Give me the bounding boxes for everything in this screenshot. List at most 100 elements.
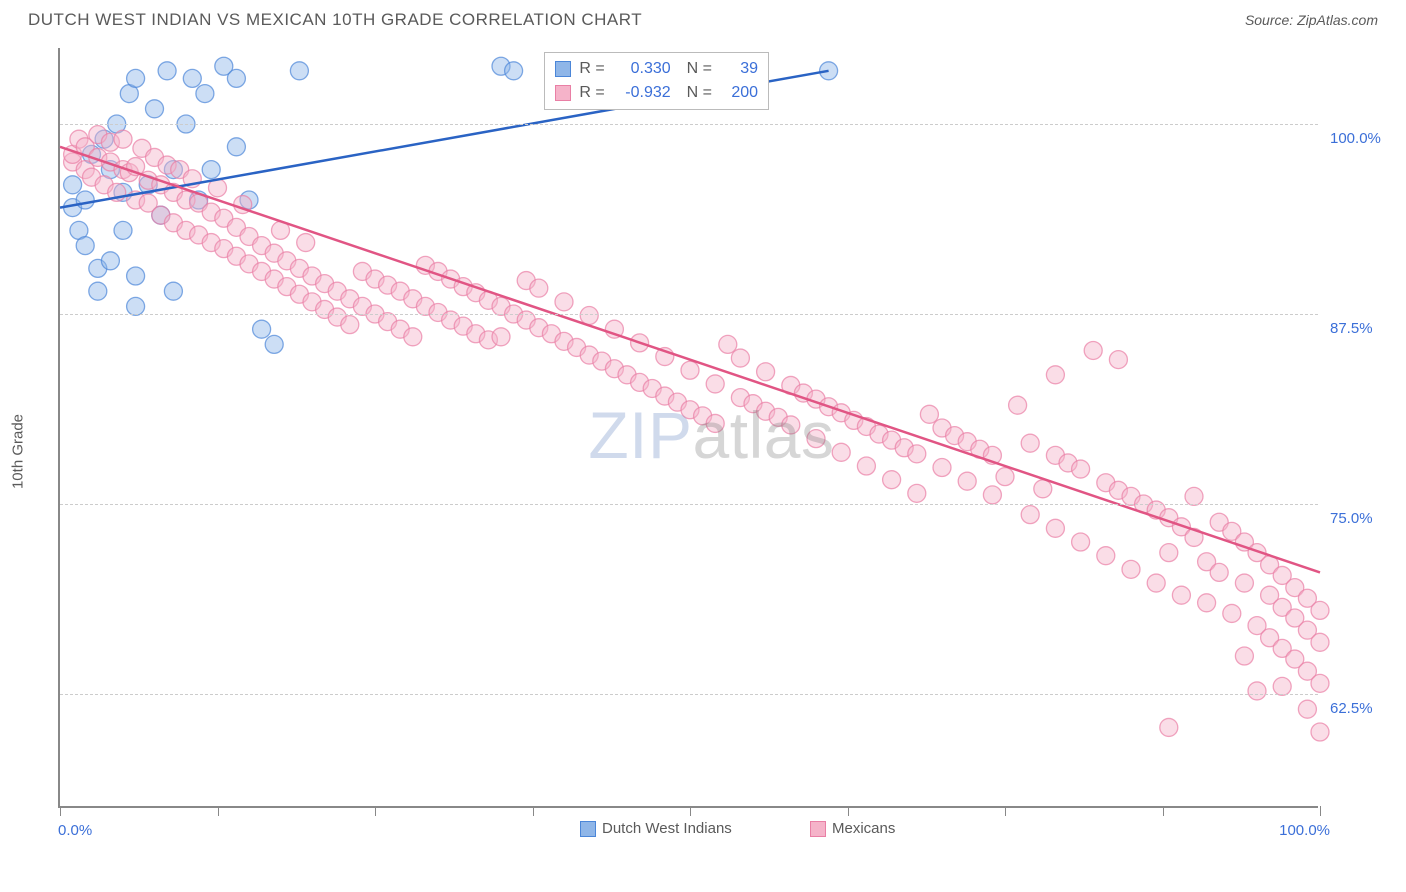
legend-swatch bbox=[555, 61, 571, 77]
data-point bbox=[757, 363, 775, 381]
data-point bbox=[341, 316, 359, 334]
data-point bbox=[1046, 519, 1064, 537]
gridline-h bbox=[60, 314, 1318, 315]
data-point bbox=[958, 472, 976, 490]
legend-series-item: Mexicans bbox=[810, 820, 895, 837]
data-point bbox=[227, 69, 245, 87]
x-tick bbox=[1163, 806, 1164, 816]
correlation-legend-box: R =0.330N =39R =-0.932N =200 bbox=[544, 52, 769, 110]
data-point bbox=[101, 252, 119, 270]
data-point bbox=[76, 237, 94, 255]
data-point bbox=[89, 282, 107, 300]
data-point bbox=[530, 279, 548, 297]
data-point bbox=[158, 62, 176, 80]
data-point bbox=[196, 85, 214, 103]
data-point bbox=[146, 100, 164, 118]
data-point bbox=[1072, 533, 1090, 551]
y-tick-label: 75.0% bbox=[1330, 510, 1373, 527]
legend-series-label: Mexicans bbox=[832, 820, 895, 837]
data-point bbox=[555, 293, 573, 311]
data-point bbox=[706, 375, 724, 393]
scatter-svg bbox=[60, 48, 1318, 806]
x-tick bbox=[1005, 806, 1006, 816]
data-point bbox=[731, 349, 749, 367]
data-point bbox=[1009, 396, 1027, 414]
data-point bbox=[706, 414, 724, 432]
n-value: 200 bbox=[720, 81, 758, 105]
data-point bbox=[127, 69, 145, 87]
legend-swatch bbox=[810, 821, 826, 837]
x-tick bbox=[218, 806, 219, 816]
data-point bbox=[782, 416, 800, 434]
data-point bbox=[1311, 674, 1329, 692]
r-value: -0.932 bbox=[613, 81, 671, 105]
n-label: N = bbox=[687, 81, 712, 105]
data-point bbox=[1210, 563, 1228, 581]
data-point bbox=[164, 282, 182, 300]
data-point bbox=[64, 176, 82, 194]
data-point bbox=[832, 443, 850, 461]
plot-area: ZIPatlas R =0.330N =39R =-0.932N =200 62… bbox=[58, 48, 1318, 808]
data-point bbox=[1160, 718, 1178, 736]
data-point bbox=[253, 320, 271, 338]
data-point bbox=[1311, 633, 1329, 651]
data-point bbox=[76, 191, 94, 209]
chart-container: 10th Grade ZIPatlas R =0.330N =39R =-0.9… bbox=[28, 48, 1378, 838]
x-tick bbox=[60, 806, 61, 816]
data-point bbox=[127, 297, 145, 315]
data-point bbox=[1034, 480, 1052, 498]
source-label: Source: ZipAtlas.com bbox=[1245, 12, 1378, 28]
y-tick-label: 62.5% bbox=[1330, 700, 1373, 717]
x-tick bbox=[848, 806, 849, 816]
data-point bbox=[1185, 487, 1203, 505]
data-point bbox=[933, 459, 951, 477]
x-tick-label: 100.0% bbox=[1270, 822, 1330, 839]
data-point bbox=[580, 307, 598, 325]
legend-series-item: Dutch West Indians bbox=[580, 820, 732, 837]
data-point bbox=[807, 430, 825, 448]
data-point bbox=[908, 484, 926, 502]
data-point bbox=[1198, 594, 1216, 612]
data-point bbox=[1311, 601, 1329, 619]
data-point bbox=[290, 62, 308, 80]
legend-swatch bbox=[580, 821, 596, 837]
legend-correlation-row: R = -0.932 N = 200 bbox=[555, 81, 758, 105]
data-point bbox=[996, 468, 1014, 486]
r-value: 0.330 bbox=[613, 57, 671, 81]
data-point bbox=[1097, 547, 1115, 565]
y-axis-label: 10th Grade bbox=[10, 414, 27, 489]
y-tick-label: 100.0% bbox=[1330, 130, 1381, 147]
data-point bbox=[857, 457, 875, 475]
data-point bbox=[492, 328, 510, 346]
data-point bbox=[1223, 604, 1241, 622]
legend-correlation-row: R =0.330N =39 bbox=[555, 57, 758, 81]
r-label: R = bbox=[579, 81, 604, 105]
data-point bbox=[114, 130, 132, 148]
gridline-h bbox=[60, 694, 1318, 695]
data-point bbox=[983, 486, 1001, 504]
data-point bbox=[1273, 677, 1291, 695]
data-point bbox=[1109, 351, 1127, 369]
data-point bbox=[265, 335, 283, 353]
data-point bbox=[1084, 341, 1102, 359]
data-point bbox=[1160, 544, 1178, 562]
n-label: N = bbox=[687, 57, 712, 81]
data-point bbox=[883, 471, 901, 489]
data-point bbox=[1298, 700, 1316, 718]
data-point bbox=[505, 62, 523, 80]
legend-swatch bbox=[555, 85, 571, 101]
y-tick-label: 87.5% bbox=[1330, 320, 1373, 337]
data-point bbox=[183, 69, 201, 87]
data-point bbox=[1172, 586, 1190, 604]
x-tick bbox=[533, 806, 534, 816]
data-point bbox=[127, 267, 145, 285]
data-point bbox=[681, 361, 699, 379]
x-tick-label: 0.0% bbox=[58, 822, 92, 839]
data-point bbox=[1235, 647, 1253, 665]
gridline-h bbox=[60, 124, 1318, 125]
gridline-h bbox=[60, 504, 1318, 505]
data-point bbox=[1046, 366, 1064, 384]
data-point bbox=[202, 161, 220, 179]
trend-line bbox=[60, 147, 1320, 573]
data-point bbox=[1147, 574, 1165, 592]
